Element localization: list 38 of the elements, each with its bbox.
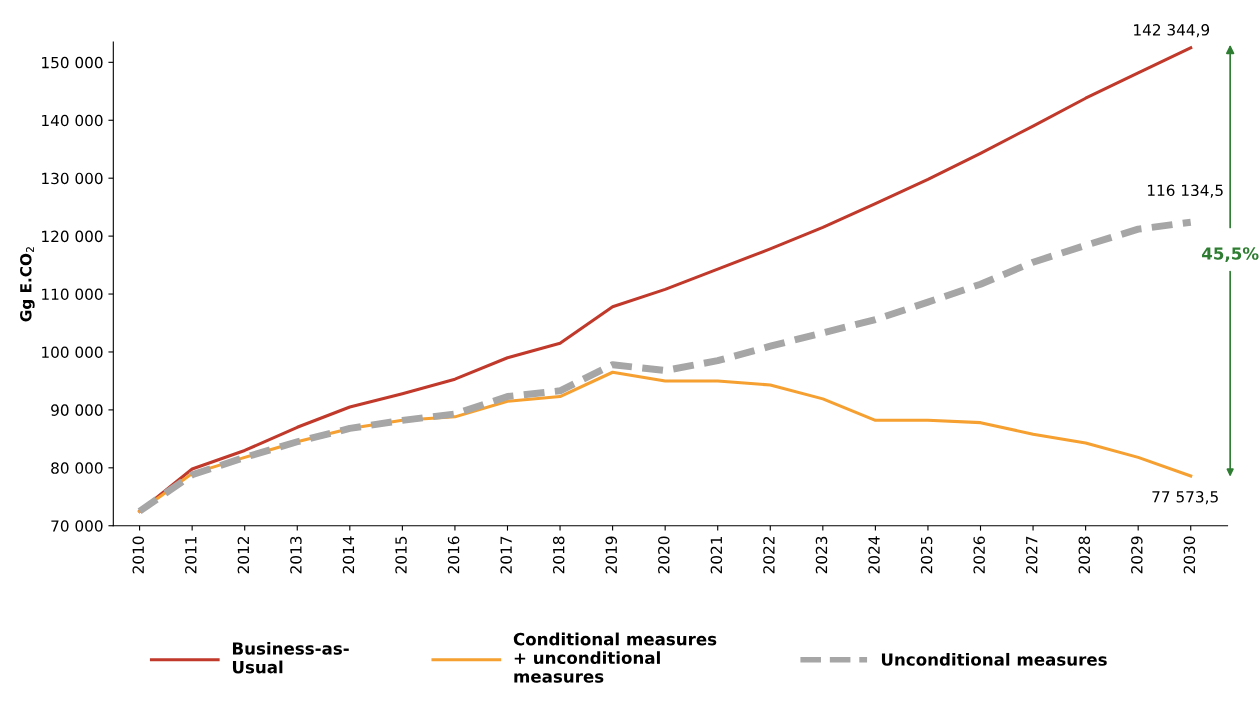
annotation: 45,5% (1201, 247, 1259, 262)
annotation: 77 573,5 (1152, 491, 1218, 505)
y-tick-label: 130 000 (42, 172, 103, 185)
x-tick-label: 2030 (1183, 536, 1196, 574)
y-tick-label: 120 000 (42, 230, 103, 243)
x-tick-label: 2024 (868, 536, 880, 574)
x-tick-label: 2021 (710, 536, 723, 574)
x-tick-label: 2010 (132, 536, 145, 574)
x-tick-label: 2018 (552, 536, 565, 574)
y-tick-label: 100 000 (42, 346, 103, 358)
y-axis-title: Gg E.CO$_{2}$ (20, 247, 35, 322)
y-tick-label: 140 000 (42, 114, 103, 127)
x-tick-label: 2028 (1078, 536, 1091, 574)
legend-label: Unconditional measures (881, 652, 1107, 666)
annotation: 116 134,5 (1147, 184, 1223, 198)
x-tick-label: 2026 (973, 536, 985, 574)
x-tick-label: 2017 (500, 536, 512, 574)
x-tick-label: 2016 (447, 536, 460, 574)
x-tick-label: 2020 (658, 536, 670, 574)
y-tick-label: 150 000 (42, 56, 103, 69)
y-tick-label: 80 000 (51, 462, 103, 474)
x-tick-label: 2015 (395, 536, 407, 574)
legend-label: Conditional measures + unconditional measures (513, 632, 717, 683)
x-tick-label: 2012 (237, 537, 250, 574)
x-tick-label: 2022 (763, 537, 775, 574)
x-tick-label: 2025 (920, 536, 933, 574)
text: 142 344,9 (1134, 24, 1210, 38)
x-tick-label: 2027 (1025, 536, 1038, 574)
x-tick-label: 2013 (290, 536, 302, 574)
x-tick-label: 2014 (342, 536, 355, 574)
x-tick-label: 2019 (605, 536, 618, 574)
x-tick-label: 2011 (185, 536, 197, 574)
x-tick-label: 2029 (1131, 536, 1143, 574)
y-tick-label: 110 000 (42, 288, 103, 301)
y-tick-label: 90 000 (51, 404, 103, 416)
legend-label: Business-as- Usual (232, 641, 349, 674)
y-tick-label: 70 000 (51, 520, 103, 532)
x-tick-label: 2023 (815, 536, 828, 574)
